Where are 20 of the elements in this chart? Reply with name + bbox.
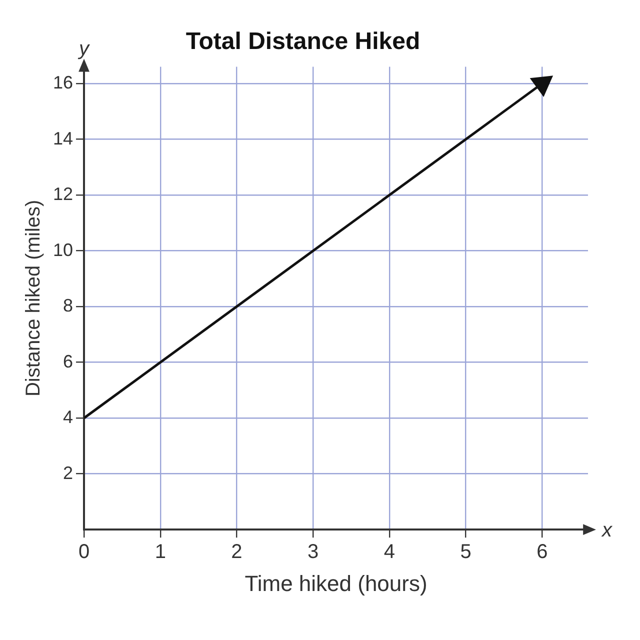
y-tick-label: 6 [63, 351, 74, 372]
y-tick-label: 10 [52, 240, 74, 260]
chart-title: Total Distance Hiked [186, 28, 420, 56]
text: x [601, 520, 613, 542]
y-tick-label: 2 [63, 462, 74, 483]
x-tick-label: 1 [154, 541, 166, 564]
x-tick-label: 0 [78, 541, 90, 564]
y-axis-title: Distance hiked (miles) [22, 200, 45, 397]
y-tick-label: 12 [52, 184, 74, 204]
x-tick-label: 4 [384, 541, 396, 564]
text: y [77, 38, 90, 60]
x-tick-label: 5 [460, 541, 472, 564]
y-tick-label: 14 [52, 128, 74, 148]
y-tick-label: 4 [63, 407, 74, 428]
y-tick-label: 8 [63, 296, 74, 316]
x-tick-label: 2 [231, 541, 242, 564]
x-tick-label: 6 [536, 541, 548, 564]
y-tick-label: 16 [52, 72, 74, 92]
x-tick-label: 3 [308, 541, 319, 564]
x-axis-title: Time hiked (hours) [244, 570, 428, 596]
